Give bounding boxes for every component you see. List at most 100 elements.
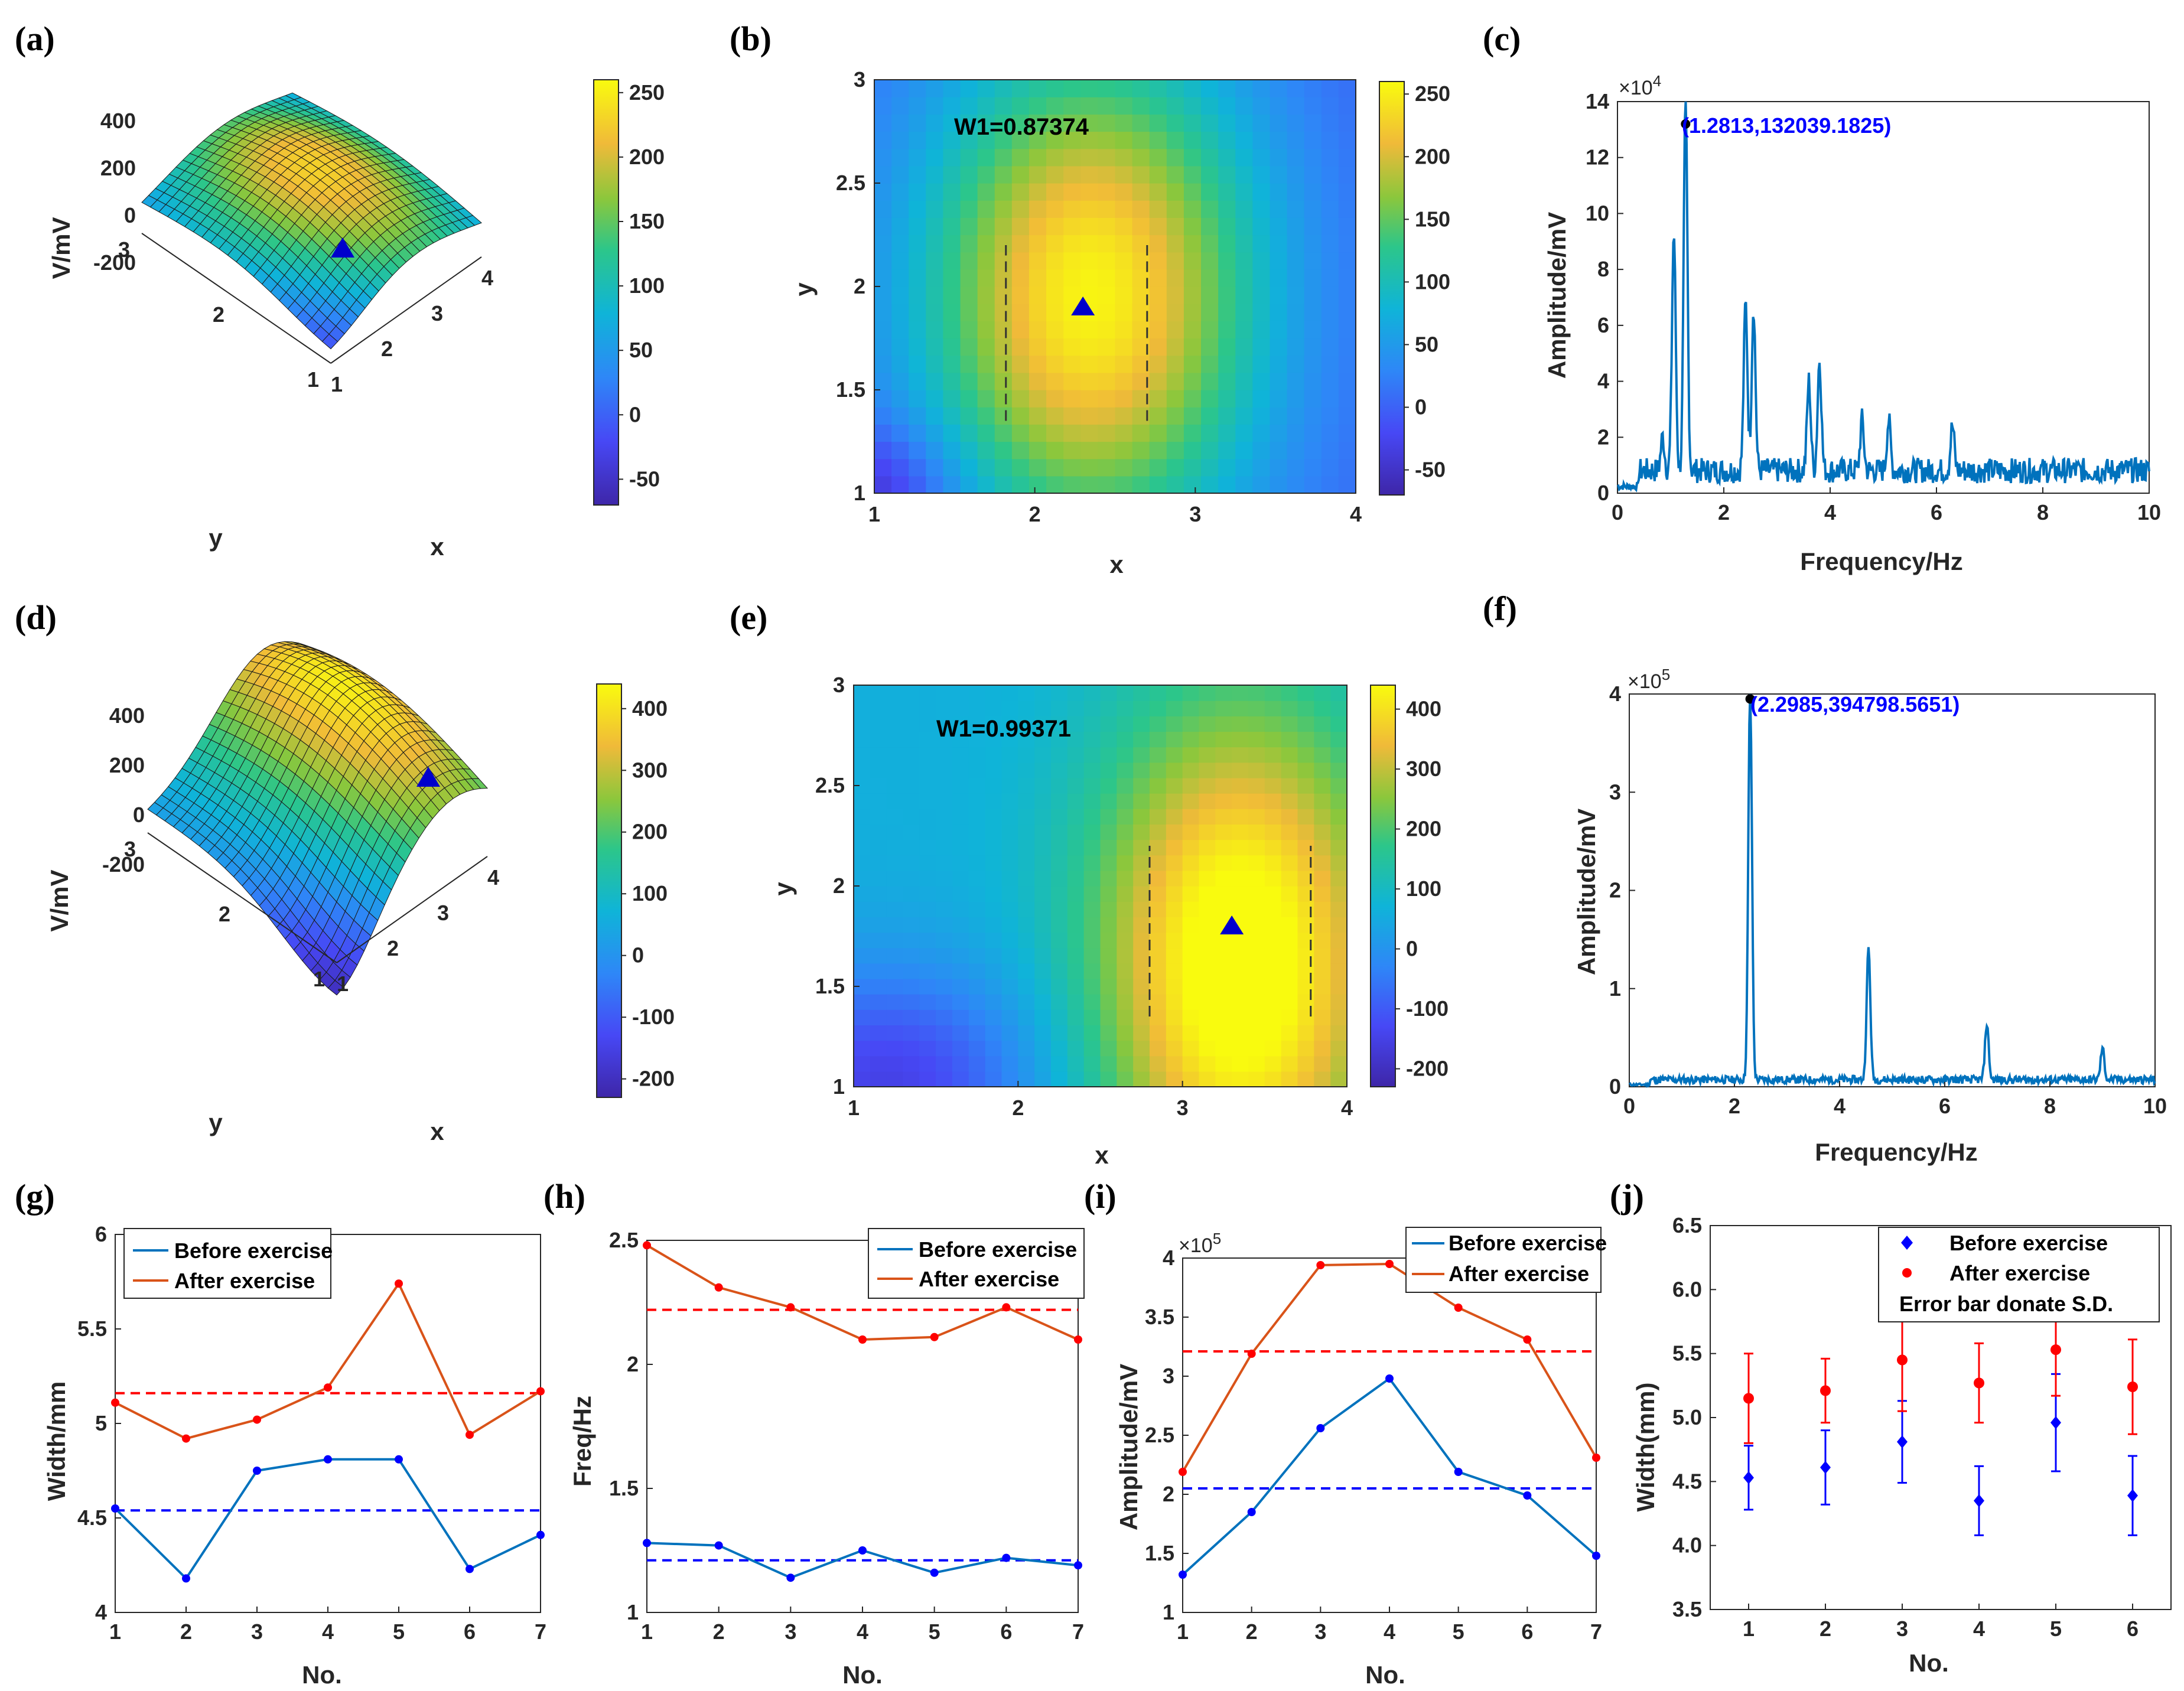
legend-h-before: Before exercise	[919, 1237, 1077, 1262]
y-tick-2: 2	[833, 874, 845, 898]
peak-marker	[1071, 297, 1095, 315]
legend-j-note: Error bar donate S.D.	[1899, 1292, 2113, 1316]
panel-label-a: (a)	[15, 19, 55, 58]
z-tick-3: -200	[93, 250, 136, 275]
peak-marker-a	[331, 237, 354, 258]
data-point-0-0	[1179, 1571, 1187, 1579]
colorbar-tick-3: 100	[1406, 877, 1441, 901]
colorbar-tick-3: 100	[629, 273, 665, 298]
colorbar-d	[596, 683, 622, 1098]
xlabel-a: x	[430, 533, 444, 561]
data-point-0-6	[1592, 1552, 1600, 1560]
y-tick-5: 6.0	[1672, 1277, 1702, 1301]
x-tick-5: 6	[2127, 1617, 2139, 1641]
y-tick-4: 3	[833, 673, 845, 697]
x-tick-3: 4	[1350, 502, 1362, 526]
line-chart-i: 1 2 3 4 5 6 7 1 1.5 2 2.5 3 3.5 4 ×105 Before exercis…	[1115, 1227, 1607, 1689]
colorbar-tick-4: 0	[1406, 937, 1418, 961]
y-tick-1: 2	[213, 302, 224, 327]
z-tick-2: 0	[133, 803, 145, 827]
z-tick-0: 400	[100, 109, 136, 133]
x-tick-2: 4	[1834, 1094, 1846, 1118]
x-tick-3: 4	[481, 266, 493, 290]
ylabel-h: Freq/Hz	[568, 1396, 596, 1487]
y-tick-2: 2	[1163, 1482, 1174, 1506]
y-tick-2: 3	[118, 237, 130, 262]
data-point-1-2	[786, 1303, 795, 1312]
x-tick-4: 5	[1453, 1620, 1464, 1644]
line-chart-h: 1 2 3 4 5 6 7 1 1.5 2 2.5 Before exercise After ex…	[568, 1228, 1085, 1689]
legend-h: Before exercise After exercise	[868, 1228, 1085, 1299]
y-tick-0: 1	[833, 1074, 845, 1099]
y-tick-1: 2	[219, 902, 230, 926]
y-tick-6: 6.5	[1672, 1213, 1702, 1237]
colorbar-a	[593, 79, 619, 506]
x-tick-2: 3	[1314, 1620, 1326, 1644]
x-tick-1: 2	[1820, 1617, 1831, 1641]
x-tick-6: 7	[1072, 1620, 1084, 1644]
x-tick-0: 1	[109, 1620, 121, 1644]
colorbar-tick-6: -50	[1415, 458, 1446, 482]
legend-j: Before exercise After exercise Error bar…	[1878, 1227, 2160, 1322]
legend-i-after: After exercise	[1449, 1262, 1589, 1286]
z-tick-3: -200	[102, 852, 145, 877]
colorbar-tick-1: 300	[632, 758, 668, 782]
ylabel-i: Amplitude/mV	[1115, 1364, 1143, 1530]
legend-i: Before exercise After exercise	[1405, 1227, 1607, 1293]
z-tick-0: 400	[109, 703, 145, 728]
panel-label-d: (d)	[15, 598, 57, 637]
data-point-1-3	[1385, 1260, 1394, 1268]
y-tick-4: 8	[1597, 257, 1609, 281]
y-tick-2: 4.5	[1672, 1469, 1702, 1493]
colorbar-tick-6: -200	[1406, 1057, 1449, 1081]
data-point-1-1	[1820, 1385, 1831, 1396]
x-tick-4: 5	[929, 1620, 940, 1644]
y-tick-6: 4	[1163, 1246, 1174, 1270]
legend-g-after: After exercise	[174, 1269, 315, 1293]
y-tick-5: 3.5	[1145, 1305, 1174, 1329]
y-tick-4: 6	[95, 1222, 107, 1246]
series-line-1	[115, 1281, 542, 1440]
line-chart-g: 1 2 3 4 5 6 7 4 4.5 5 5.5 6 Before exercise After e…	[43, 1222, 546, 1689]
y-tick-4: 3	[854, 67, 865, 92]
legend-i-before: Before exercise	[1449, 1231, 1607, 1255]
legend-j-before: Before exercise	[1949, 1231, 2108, 1255]
colorbar-tick-4: 0	[632, 943, 644, 967]
data-point-0-1	[1247, 1508, 1256, 1516]
colorbar-tick-2: 200	[632, 820, 668, 844]
heatmap-b: W1=0.87374 250 200 150 100 50 0 -50 1 2 3 4 1 1.5 2 2…	[790, 67, 1450, 578]
x-tick-4: 8	[2044, 1094, 2056, 1118]
multiplier-f: ×105	[1628, 666, 1670, 693]
z-tick-2: 0	[124, 203, 136, 227]
y-tick-0: 1	[854, 481, 865, 505]
peak-label-c: (1.2813,132039.1825)	[1682, 113, 1891, 138]
y-tick-0: 1	[627, 1600, 639, 1624]
colorbar-tick-5: -100	[632, 1005, 675, 1029]
series-line-1	[1181, 1262, 1597, 1473]
x-tick-2: 3	[437, 901, 449, 925]
data-point-0-0	[1743, 1471, 1754, 1484]
x-tick-3: 6	[1939, 1094, 1951, 1118]
ylabel-c: Amplitude/mV	[1543, 212, 1571, 379]
colorbar-tick-3: 100	[632, 881, 668, 905]
y-tick-1: 1.5	[836, 377, 865, 402]
peak-marker-d	[416, 767, 440, 787]
x-tick-2: 3	[431, 301, 443, 325]
colorbar-tick-2: 200	[1406, 817, 1441, 841]
panel-label-j: (j)	[1610, 1177, 1644, 1216]
surface-plot-a: 250 200 150 100 50 0 -50 V/mV x y 1 2 3 4 1 2 3 400 20…	[47, 79, 665, 561]
y-tick-2: 3	[124, 837, 136, 861]
xlabel-c: Frequency/Hz	[1800, 548, 1962, 575]
colorbar-tick-0: 250	[629, 80, 665, 105]
x-tick-0: 1	[868, 502, 880, 526]
y-tick-0: 1	[313, 967, 325, 991]
multiplier-i: ×105	[1179, 1230, 1221, 1257]
data-point-0-6	[536, 1530, 545, 1539]
y-tick-2: 2	[1609, 878, 1621, 902]
colorbar-tick-3: 100	[1415, 269, 1450, 294]
x-tick-5: 6	[464, 1620, 476, 1644]
data-point-0-4	[930, 1568, 939, 1577]
x-tick-1: 2	[1246, 1620, 1258, 1644]
data-point-1-4	[2050, 1344, 2061, 1356]
data-point-1-5	[466, 1431, 474, 1439]
